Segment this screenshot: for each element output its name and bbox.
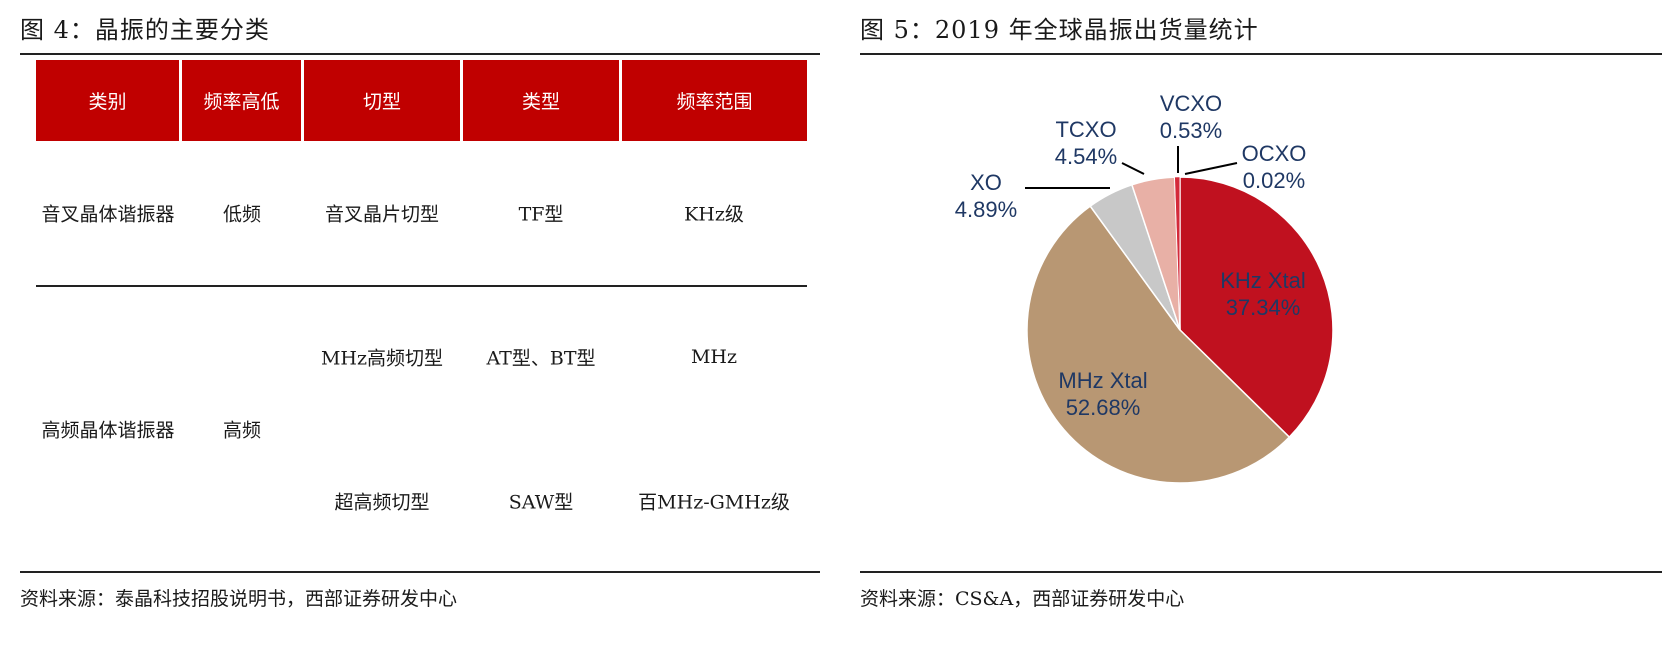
leader-line [1184,162,1238,175]
figure-5-source: 资料来源：CS&A，西部证券研发中心 [860,588,1185,610]
pie-slice-mhz-xtal [1026,205,1291,484]
figure-4-panel: 图 4：晶振的主要分类 类别 频率高低 切型 类型 频率范围 音叉晶体谐振器 低… [0,0,820,648]
slice-value-label: 0.53% [1160,118,1222,143]
top-rule [860,53,1662,55]
table-cell-frequency: 高频 [222,419,262,442]
slice-value-label: 4.89% [955,197,1017,222]
header-frequency-range: 频率范围 [622,60,807,141]
table-cell-range: MHz [690,346,738,368]
slice-name-label: XO [970,170,1002,195]
header-cut: 切型 [304,60,460,141]
table-cell-category: 高频晶体谐振器 [41,419,175,442]
slice-name-label: TCXO [1055,117,1116,142]
bottom-rule [860,571,1662,573]
table-cell-cut: MHz高频切型 [320,347,444,370]
figure-4-source: 资料来源：泰晶科技招股说明书，西部证券研发中心 [20,588,458,610]
figure-5-title: 图 5：2019 年全球晶振出货量统计 [860,16,1259,44]
table-cell-range: KHz级 [684,203,744,226]
table-cell-type: SAW型 [508,491,574,514]
leader-line [1121,162,1145,175]
header-frequency-level: 频率高低 [182,60,301,141]
slice-value-label: 0.02% [1243,168,1305,193]
bottom-rule [20,571,820,573]
slice-name-label: MHz Xtal [1058,368,1147,393]
table-cell-category: 音叉晶体谐振器 [41,203,175,226]
table-header-row: 类别 频率高低 切型 类型 频率范围 [36,60,807,141]
slice-value-label: 52.68% [1066,395,1141,420]
table-cell-type: TF型 [518,203,564,226]
pie-slice-khz-xtal [1179,176,1334,439]
slice-value-label: 4.54% [1055,144,1117,169]
figure-5-panel: 图 5：2019 年全球晶振出货量统计 KHz Xtal 37.34% MHz Xt… [860,0,1669,648]
slice-name-label: KHz Xtal [1220,268,1306,293]
oscillator-classification-table: 类别 频率高低 切型 类型 频率范围 音叉晶体谐振器 低频 音叉晶片切型 TF型… [36,60,807,560]
table-cell-range: 百MHz-GMHz级 [638,491,790,514]
header-type: 类型 [463,60,619,141]
figure-4-title: 图 4：晶振的主要分类 [20,16,270,44]
slice-name-label: VCXO [1160,91,1222,116]
table-cell-frequency: 低频 [222,203,262,226]
table-cell-cut: 音叉晶片切型 [324,203,440,226]
header-category: 类别 [36,60,179,141]
slice-name-label: OCXO [1242,141,1307,166]
top-rule [20,53,820,55]
table-cell-cut: 超高频切型 [334,491,430,514]
row-divider [36,285,807,287]
table-cell-type: AT型、BT型 [486,347,596,370]
slice-value-label: 37.34% [1226,295,1301,320]
